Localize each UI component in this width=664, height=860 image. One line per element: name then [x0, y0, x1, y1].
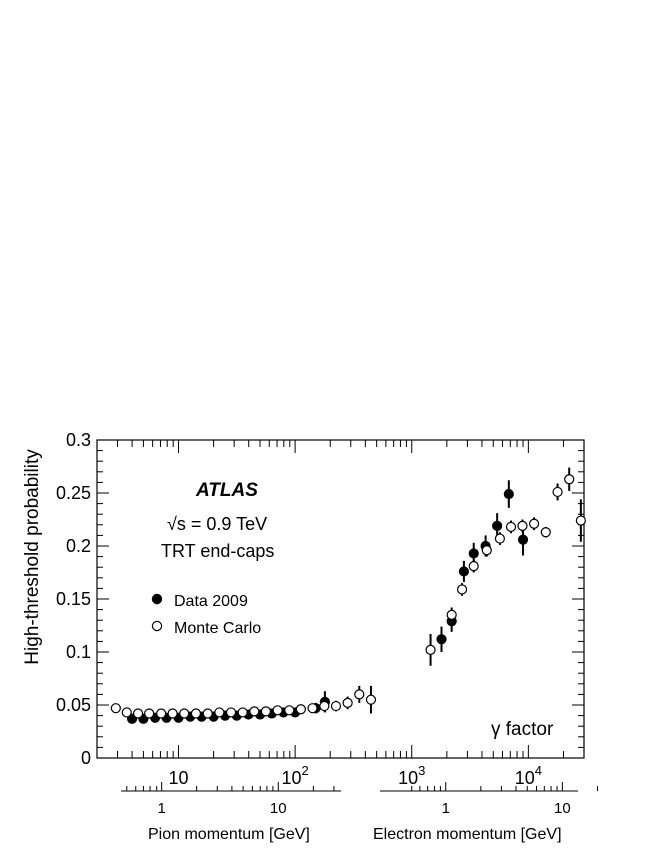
x-axis-title: γ factor	[491, 719, 554, 740]
legend-marker-data	[151, 593, 163, 605]
data-point	[503, 488, 514, 500]
mc-point	[144, 708, 155, 719]
data-markers	[110, 474, 586, 724]
mc-point	[468, 561, 479, 572]
atlas-label: ATLAS	[195, 480, 258, 501]
legend-marker-mc	[151, 620, 163, 632]
mc-point	[272, 705, 283, 716]
legend-label-mc: Monte Carlo	[174, 620, 261, 637]
energy-label: √s = 0.9 TeV	[167, 514, 267, 534]
mc-point	[190, 708, 202, 719]
mc-point	[214, 707, 225, 718]
mc-point	[456, 584, 468, 595]
mc-point	[481, 545, 492, 556]
x-tick-label: 104	[515, 763, 542, 788]
mc-point	[494, 533, 505, 544]
mc-point	[295, 704, 306, 715]
legend: Data 2009 Monte Carlo	[151, 593, 261, 637]
mc-point	[121, 707, 132, 718]
mc-point	[225, 707, 237, 718]
mc-point	[365, 694, 377, 705]
detector-label: TRT end-caps	[161, 541, 274, 561]
data-point	[458, 566, 469, 577]
y-axis: 0 0.05 0.1 0.15 0.2 0.25 0.3	[56, 430, 584, 768]
mc-point	[156, 708, 167, 719]
x-tick-label: 103	[398, 763, 425, 788]
pion-momentum-axis: Pion momentum [GeV] 1 10	[121, 782, 341, 843]
mc-point	[202, 708, 213, 719]
data-point	[517, 534, 529, 545]
data-point	[492, 520, 503, 531]
y-tick-label: 0.2	[66, 536, 91, 556]
mc-point	[132, 708, 144, 719]
mc-point	[167, 708, 178, 719]
y-tick-label: 0.3	[66, 430, 91, 450]
mc-point	[517, 520, 528, 531]
y-tick-label: 0.15	[56, 589, 91, 609]
data-point	[468, 548, 479, 559]
mc-point	[110, 703, 121, 714]
mc-point	[446, 609, 457, 621]
y-tick-label: 0.05	[56, 695, 91, 715]
x-axis: 10 102 103 104	[96, 440, 585, 788]
mc-point	[564, 474, 575, 485]
electron-momentum-axis: Electron momentum [GeV] 1 10	[373, 782, 598, 843]
electron-axis-title: Electron momentum [GeV]	[373, 826, 562, 843]
mc-point	[330, 700, 342, 712]
momentum-tick-label: 1	[442, 800, 450, 817]
mc-point	[307, 703, 318, 714]
legend-label-data: Data 2009	[174, 593, 248, 610]
mc-point	[425, 644, 436, 655]
mc-point	[552, 486, 563, 498]
x-tick-label: 10	[168, 768, 188, 788]
y-axis-title: High-threshold probability	[22, 449, 43, 665]
mc-point	[540, 527, 551, 538]
momentum-tick-label: 1	[157, 800, 165, 817]
x-tick-label: 102	[281, 763, 308, 788]
mc-point	[284, 705, 295, 716]
mc-point	[319, 700, 330, 712]
y-tick-label: 0.25	[56, 483, 91, 503]
mc-point	[249, 706, 260, 717]
mc-point	[528, 518, 540, 529]
momentum-tick-label: 10	[270, 800, 287, 817]
y-tick-label: 0	[81, 748, 91, 768]
mc-point	[342, 697, 353, 708]
mc-point	[505, 521, 517, 533]
data-point	[436, 634, 447, 645]
mc-point	[237, 707, 248, 718]
y-tick-label: 0.1	[66, 642, 91, 662]
mc-point	[179, 708, 190, 719]
mc-point	[354, 689, 365, 700]
mc-point	[575, 515, 586, 526]
mc-point	[260, 706, 272, 717]
pion-axis-title: Pion momentum [GeV]	[148, 826, 310, 843]
momentum-tick-label: 10	[554, 800, 571, 817]
